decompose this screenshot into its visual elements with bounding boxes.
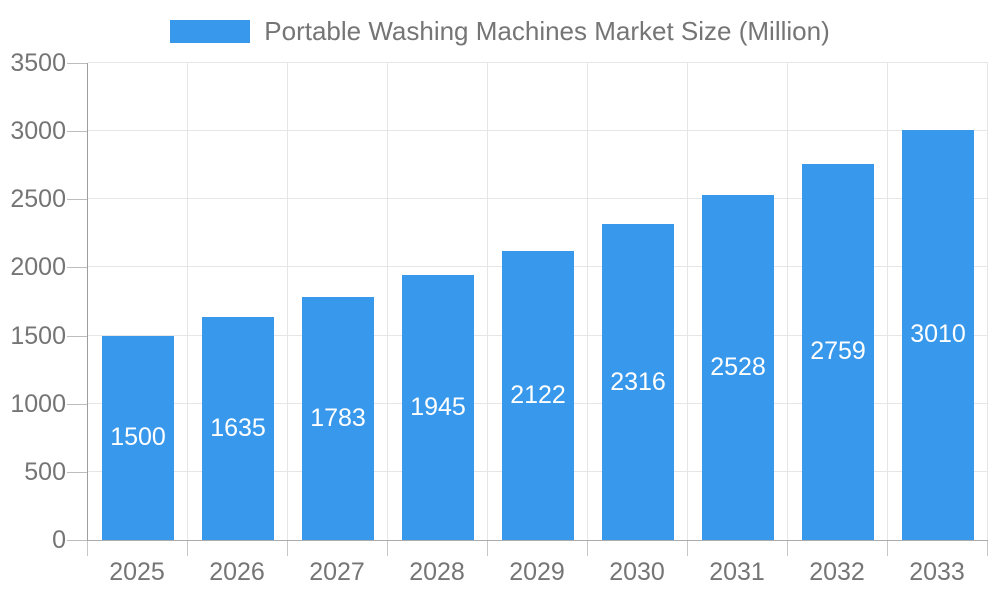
gridline-h — [88, 198, 988, 200]
x-tick-label: 2031 — [709, 558, 765, 586]
x-tick — [187, 541, 188, 556]
y-tick — [67, 199, 87, 201]
gridline-v — [687, 63, 688, 540]
gridline-h — [88, 62, 988, 63]
plot-area: 1500 1635 1783 1945 2122 2316 2528 2759 3010 — [87, 62, 988, 541]
bar: 1783 — [302, 297, 374, 540]
y-tick-label: 3000 — [10, 117, 66, 146]
x-tick-label: 2032 — [809, 558, 865, 586]
x-tick — [687, 541, 688, 556]
gridline-h — [88, 130, 988, 132]
gridline-v — [487, 63, 488, 540]
gridline-v — [587, 63, 588, 540]
bar: 1945 — [402, 274, 474, 540]
x-tick — [987, 541, 988, 556]
bar-value-label: 1945 — [410, 392, 466, 421]
x-tick-label: 2030 — [609, 558, 665, 586]
x-tick — [487, 541, 488, 556]
bar: 2759 — [802, 163, 874, 540]
legend-swatch — [170, 19, 251, 43]
y-tick — [67, 335, 87, 337]
x-tick — [887, 541, 888, 556]
y-tick-label: 0 — [52, 526, 66, 554]
y-tick-label: 3500 — [10, 49, 66, 77]
bar-value-label: 3010 — [910, 320, 966, 349]
bar: 3010 — [902, 129, 974, 540]
x-tick-label: 2033 — [909, 558, 965, 586]
bar: 2316 — [602, 224, 674, 540]
bar: 1500 — [102, 335, 174, 540]
y-tick — [67, 540, 87, 541]
bar: 1635 — [202, 317, 274, 540]
x-tick-label: 2028 — [409, 558, 465, 586]
y-tick-label: 1500 — [10, 321, 66, 350]
x-tick-label: 2029 — [509, 558, 565, 586]
x-tick-label: 2026 — [209, 558, 265, 586]
bar-value-label: 1783 — [310, 403, 366, 432]
y-tick-label: 500 — [24, 457, 66, 486]
x-tick — [387, 541, 388, 556]
bar: 2528 — [702, 195, 774, 540]
gridline-v — [187, 63, 188, 540]
y-tick — [67, 403, 87, 405]
y-tick — [67, 63, 87, 64]
x-tick — [787, 541, 788, 556]
y-tick — [67, 131, 87, 133]
bar-value-label: 2528 — [710, 353, 766, 382]
bar-value-label: 2316 — [610, 367, 666, 396]
gridline-v — [287, 63, 288, 540]
x-tick-label: 2025 — [109, 558, 165, 586]
bar-value-label: 2122 — [510, 380, 566, 409]
gridline-v — [887, 63, 888, 540]
y-tick-label: 2000 — [10, 253, 66, 282]
gridline-v — [787, 63, 788, 540]
y-tick — [67, 267, 87, 269]
bar-value-label: 2759 — [810, 337, 866, 366]
y-tick-label: 1000 — [10, 389, 66, 418]
bar-value-label: 1500 — [110, 423, 166, 452]
x-tick-label: 2027 — [309, 558, 365, 586]
x-tick — [87, 541, 88, 556]
y-tick-label: 2500 — [10, 185, 66, 214]
chart-legend: Portable Washing Machines Market Size (M… — [0, 14, 1000, 48]
bar: 2122 — [502, 250, 574, 540]
x-tick — [287, 541, 288, 556]
gridline-v — [987, 63, 988, 540]
gridline-v — [387, 63, 388, 540]
bar-value-label: 1635 — [210, 414, 266, 443]
y-tick — [67, 471, 87, 473]
x-tick — [587, 541, 588, 556]
chart-title: Portable Washing Machines Market Size (M… — [264, 15, 830, 46]
